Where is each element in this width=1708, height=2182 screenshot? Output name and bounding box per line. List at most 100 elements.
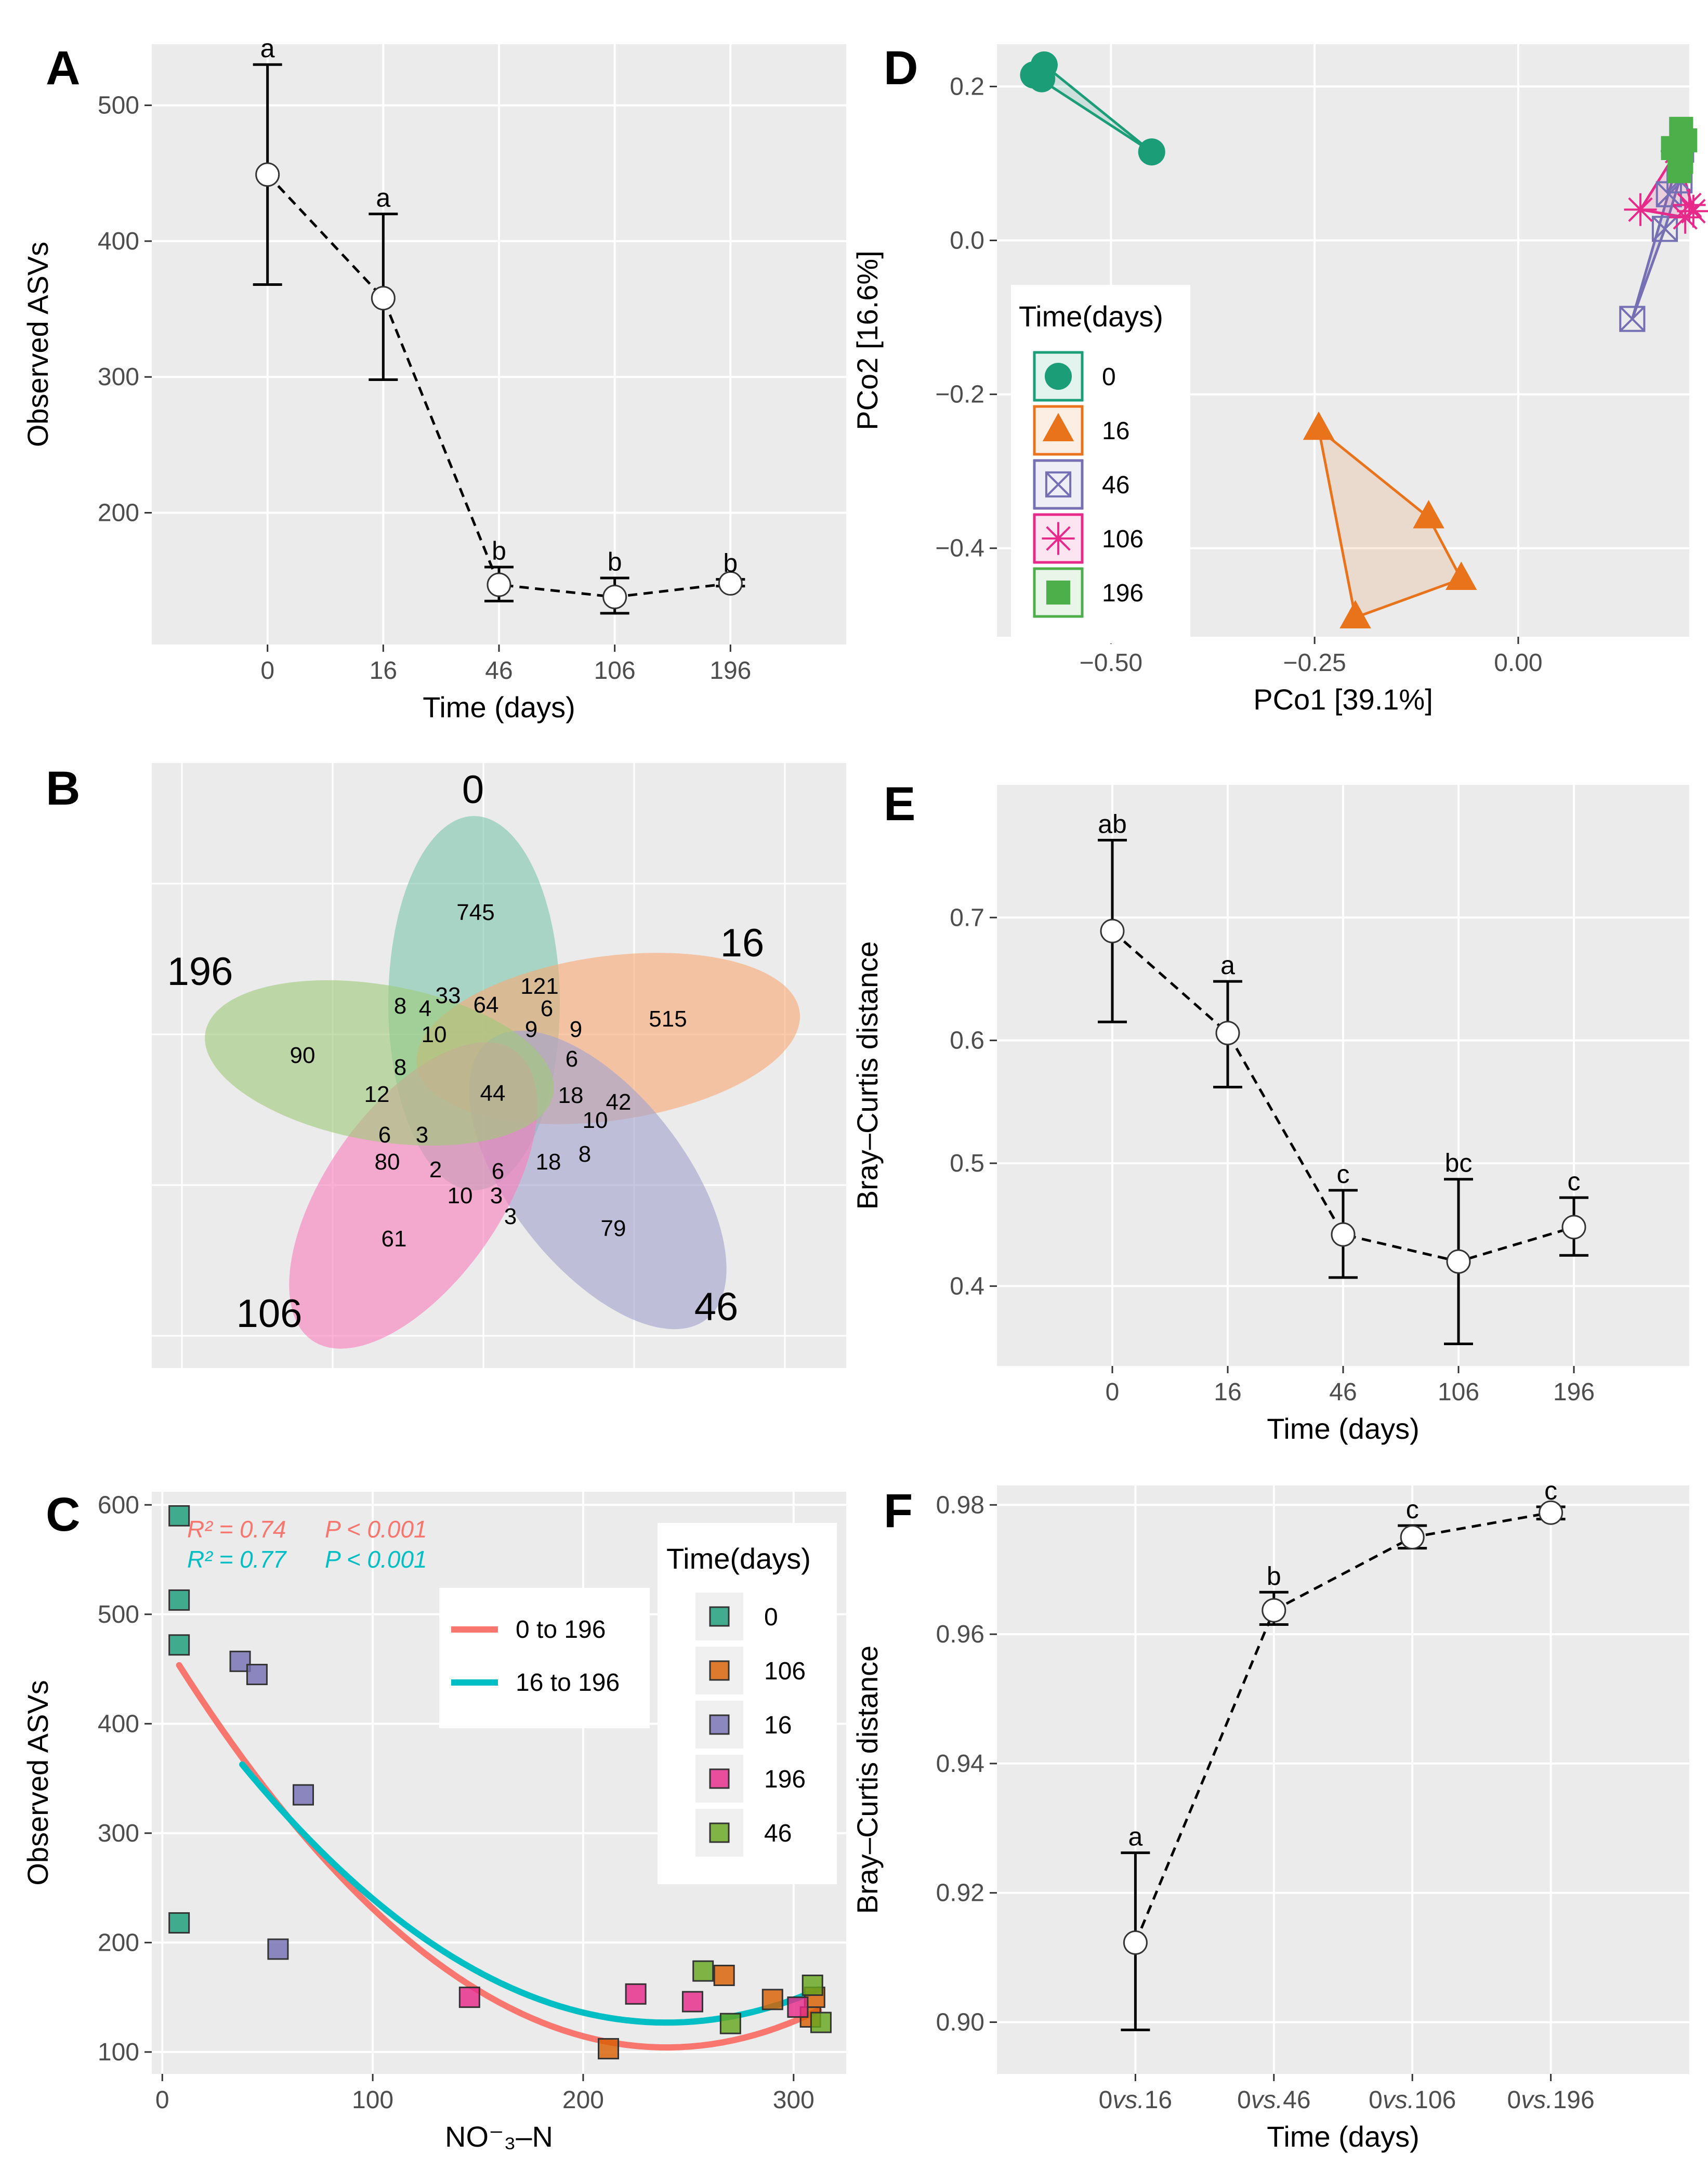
time-legend-box: [658, 1523, 837, 1884]
venn-intersection-count: 64: [474, 992, 499, 1018]
panel-a-ytick-label: 300: [98, 363, 139, 391]
significance-letter: c: [1337, 1160, 1350, 1189]
venn-intersection-count: 6: [566, 1046, 578, 1072]
pcoa-point-16: [1413, 500, 1444, 529]
pcoa-point-16: [1303, 411, 1335, 440]
pcoa-point-46-box: [1619, 306, 1646, 332]
pcoa-legend-key-bg: [1033, 567, 1084, 618]
panel-c-ytick-label: 400: [98, 1710, 139, 1738]
panel-label-b: B: [46, 762, 80, 815]
panel-d: 0.2 0.0 −0.2 −0.4 −0.50 −0.25 0.00 Time(days) 0 1…: [851, 42, 1708, 716]
data-point-196: [625, 1983, 647, 2005]
data-point-196: [787, 1996, 809, 2018]
significance-letter: b: [1267, 1561, 1281, 1591]
legend-label: 0: [764, 1603, 778, 1631]
mean-point: [371, 286, 396, 311]
venn-intersection-count: 9: [525, 1017, 537, 1042]
panel-label-a: A: [46, 42, 80, 95]
pcoa-legend-label: 106: [1102, 525, 1144, 553]
data-point-106: [761, 1989, 783, 2010]
venn-intersection-count: 10: [448, 1183, 473, 1208]
data-point-0: [168, 1634, 190, 1656]
panel-e: 0.4 0.5 0.6 0.7 0 16 46 106 196 ab a c bc c Time (days…: [851, 778, 1689, 1445]
panel-f-ytick-label: 0.98: [936, 1491, 984, 1519]
legend-label: 46: [764, 1820, 792, 1847]
x-tick-label: 0vs.16: [1099, 2086, 1172, 2114]
pcoa-legend-key-46-box: [1045, 471, 1072, 498]
legend-key-0: [709, 1606, 730, 1627]
significance-letter: bc: [1445, 1149, 1473, 1178]
legend-label: 196: [764, 1766, 806, 1793]
venn-intersection-count: 121: [520, 974, 558, 999]
panel-d-ytick-label: −0.4: [935, 535, 984, 562]
mean-point: [1215, 1020, 1240, 1045]
x-tick-label: 106: [594, 657, 636, 685]
venn-intersection-count: 6: [541, 996, 553, 1021]
venn-intersection-count: 8: [579, 1141, 591, 1167]
pcoa-point-106: [1624, 193, 1657, 226]
x-tick-label: 46: [485, 657, 513, 685]
pcoa-point-16: [1339, 600, 1371, 628]
significance-letter: c: [1568, 1167, 1581, 1196]
data-point-16: [292, 1784, 314, 1806]
venn-intersection-count: 8: [394, 1055, 406, 1080]
x-tick-label: 0: [1106, 1378, 1120, 1406]
significance-letter: a: [376, 183, 390, 213]
panel-d-xtick-label: −0.50: [1080, 649, 1142, 677]
legend-label: 106: [764, 1658, 806, 1685]
venn-unique-count: 61: [382, 1226, 407, 1252]
panel-a: 200 300 400 500 0 16 46 106 196 a a b b b Time (days) O…: [21, 34, 846, 724]
mean-point: [718, 571, 743, 596]
mean-point: [1400, 1525, 1425, 1550]
mean-point: [1561, 1215, 1586, 1240]
data-point-106: [713, 1965, 735, 1987]
venn-unique-count: 515: [649, 1006, 687, 1032]
data-point-196: [681, 1991, 703, 2013]
venn-intersection-count: 9: [570, 1017, 582, 1042]
pcoa-point-46: [1619, 306, 1646, 332]
venn-intersection-count: 44: [480, 1081, 506, 1106]
panel-d-ytick-label: 0.2: [950, 73, 984, 100]
pcoa-point-106-stroke: [1628, 197, 1653, 222]
panel-f-ytick-label: 0.90: [936, 2008, 984, 2036]
venn-unique-count: 90: [290, 1043, 316, 1068]
significance-letter: a: [260, 34, 275, 63]
panel-e-ytick-label: 0.4: [950, 1272, 984, 1300]
panel-a-ytick-label: 500: [98, 92, 139, 120]
legend-label: 16: [764, 1712, 792, 1739]
legend-key-196: [709, 1768, 730, 1789]
venn-intersection-count: 3: [504, 1204, 517, 1229]
significance-letter: b: [608, 547, 622, 576]
venn-intersection-count: 80: [375, 1149, 400, 1175]
panel-f: 0.90 0.92 0.94 0.96 0.98 0vs.16 0vs.46 0vs.106 0…: [851, 1476, 1689, 2153]
x-tick-label: 46: [1329, 1378, 1357, 1406]
pcoa-legend-title: Time(days): [1019, 300, 1163, 333]
venn-intersection-count: 3: [416, 1122, 428, 1148]
venn-intersection-count: 12: [364, 1082, 390, 1107]
pcoa-legend-key-106: [1042, 522, 1075, 555]
pcoa-point-16: [1445, 561, 1477, 590]
pcoa-legend-label: 46: [1102, 471, 1129, 499]
venn-intersection-count: 3: [490, 1183, 503, 1208]
significance-letter: b: [723, 549, 738, 578]
pcoa-point-196: [1669, 150, 1693, 174]
venn-set-label: 16: [720, 921, 765, 965]
pcoa-legend-box: [1011, 285, 1190, 643]
venn-intersection-count: 6: [492, 1159, 504, 1184]
panel-d-xtick-label: 0.00: [1494, 649, 1542, 677]
panel-a-xaxis-title: Time (days): [423, 691, 575, 724]
venn-intersection-count: 33: [436, 983, 461, 1008]
x-tick-label: 0: [260, 657, 274, 685]
panel-c-xtick-label: 300: [773, 2086, 814, 2114]
data-point-46: [802, 1974, 823, 1996]
x-tick-label: 196: [1553, 1378, 1595, 1406]
time-legend-title: Time(days): [666, 1542, 811, 1575]
panel-c-yaxis-title: Observed ASVs: [21, 1680, 54, 1885]
pcoa-legend-key-46: [1045, 471, 1072, 498]
venn-set-label: 0: [462, 768, 484, 812]
significance-letter: ab: [1098, 809, 1127, 838]
panel-d-ytick-label: 0.0: [950, 227, 984, 255]
panel-label-e: E: [884, 778, 915, 831]
fit-legend-label: 16 to 196: [516, 1669, 620, 1697]
